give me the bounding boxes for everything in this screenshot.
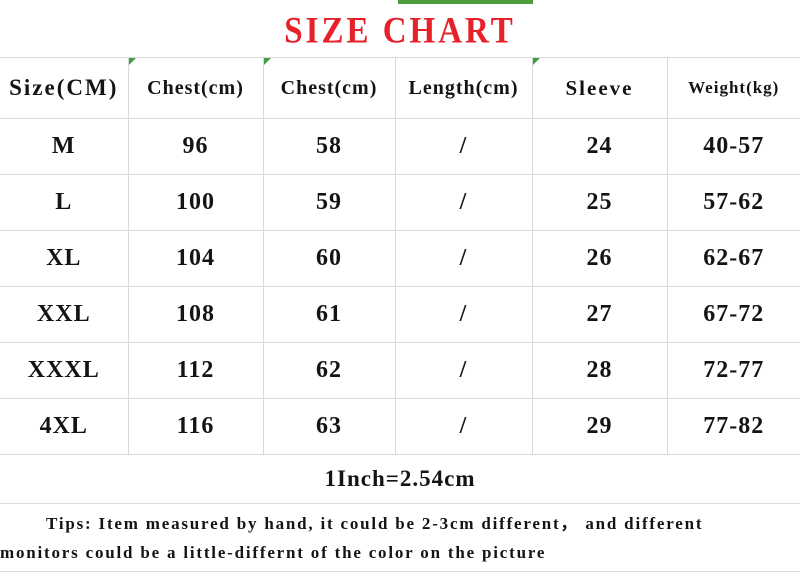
length-cell: /	[394, 286, 533, 343]
tips-text: Tips: Item measured by hand, it could be…	[0, 504, 800, 572]
size-chart-table: Size(CM) Chest(cm) Chest(cm) Length(cm) …	[0, 57, 800, 455]
table-row-l: L 100 59 / 25 57-62	[0, 174, 800, 231]
table-row-4xl: 4XL 116 63 / 29 77-82	[0, 398, 800, 455]
tips-line-1: Tips: Item measured by hand, it could be…	[46, 514, 704, 533]
header-cell-weight: Weight(kg)	[666, 57, 800, 119]
length-cell: /	[394, 174, 533, 231]
sleeve-cell: 29	[531, 398, 668, 455]
sleeve-cell: 26	[531, 230, 668, 287]
header-label: Size(CM)	[9, 75, 119, 100]
tips-line-2: monitors could be a little-differnt of t…	[0, 543, 547, 562]
table-row-xxxl: XXXL 112 62 / 28 72-77	[0, 342, 800, 399]
size-cell: XL	[0, 230, 129, 287]
weight-cell: 77-82	[666, 398, 800, 455]
header-label: Chest(cm)	[280, 76, 378, 99]
page-title: SIZE CHART	[284, 11, 516, 52]
sleeve-cell: 27	[531, 286, 668, 343]
chest-cell: 100	[127, 174, 264, 231]
table-header-row: Size(CM) Chest(cm) Chest(cm) Length(cm) …	[0, 57, 800, 119]
length-cell: /	[394, 342, 533, 399]
header-cell-size: Size(CM)	[0, 57, 129, 119]
weight-cell: 72-77	[666, 342, 800, 399]
header-cell-chest-1: Chest(cm)	[127, 57, 264, 119]
chest-cell: 108	[127, 286, 264, 343]
weight-cell: 40-57	[666, 118, 800, 175]
size-cell: 4XL	[0, 398, 129, 455]
weight-cell: 57-62	[666, 174, 800, 231]
selection-accent-bar	[398, 0, 533, 4]
chest-cell: 60	[262, 230, 396, 287]
table-row-m: M 96 58 / 24 40-57	[0, 118, 800, 175]
header-label: Sleeve	[565, 75, 634, 100]
header-label: Length(cm)	[408, 76, 519, 99]
size-cell: XXL	[0, 286, 129, 343]
length-cell: /	[394, 118, 533, 175]
size-cell: L	[0, 174, 129, 231]
chest-cell: 59	[262, 174, 396, 231]
header-label: Chest(cm)	[147, 76, 244, 99]
chest-cell: 61	[262, 286, 396, 343]
chest-cell: 62	[262, 342, 396, 399]
weight-cell: 62-67	[666, 230, 800, 287]
chest-cell: 58	[262, 118, 396, 175]
header-cell-chest-2: Chest(cm)	[262, 57, 396, 119]
length-cell: /	[394, 230, 533, 287]
green-corner-marker-icon	[533, 58, 540, 65]
chest-cell: 96	[127, 118, 264, 175]
sleeve-cell: 24	[531, 118, 668, 175]
header-cell-sleeve: Sleeve	[531, 57, 668, 119]
table-row-xl: XL 104 60 / 26 62-67	[0, 230, 800, 287]
chest-cell: 112	[127, 342, 264, 399]
table-row-xxl: XXL 108 61 / 27 67-72	[0, 286, 800, 343]
size-cell: XXXL	[0, 342, 129, 399]
weight-cell: 67-72	[666, 286, 800, 343]
header-label: Weight(kg)	[688, 78, 780, 97]
conversion-note: 1Inch=2.54cm	[0, 455, 800, 504]
sleeve-cell: 25	[531, 174, 668, 231]
chest-cell: 104	[127, 230, 264, 287]
sleeve-cell: 28	[531, 342, 668, 399]
chest-cell: 116	[127, 398, 264, 455]
header-cell-length: Length(cm)	[394, 57, 533, 119]
chest-cell: 63	[262, 398, 396, 455]
green-corner-marker-icon	[264, 58, 271, 65]
green-corner-marker-icon	[129, 58, 136, 65]
length-cell: /	[394, 398, 533, 455]
size-cell: M	[0, 118, 129, 175]
